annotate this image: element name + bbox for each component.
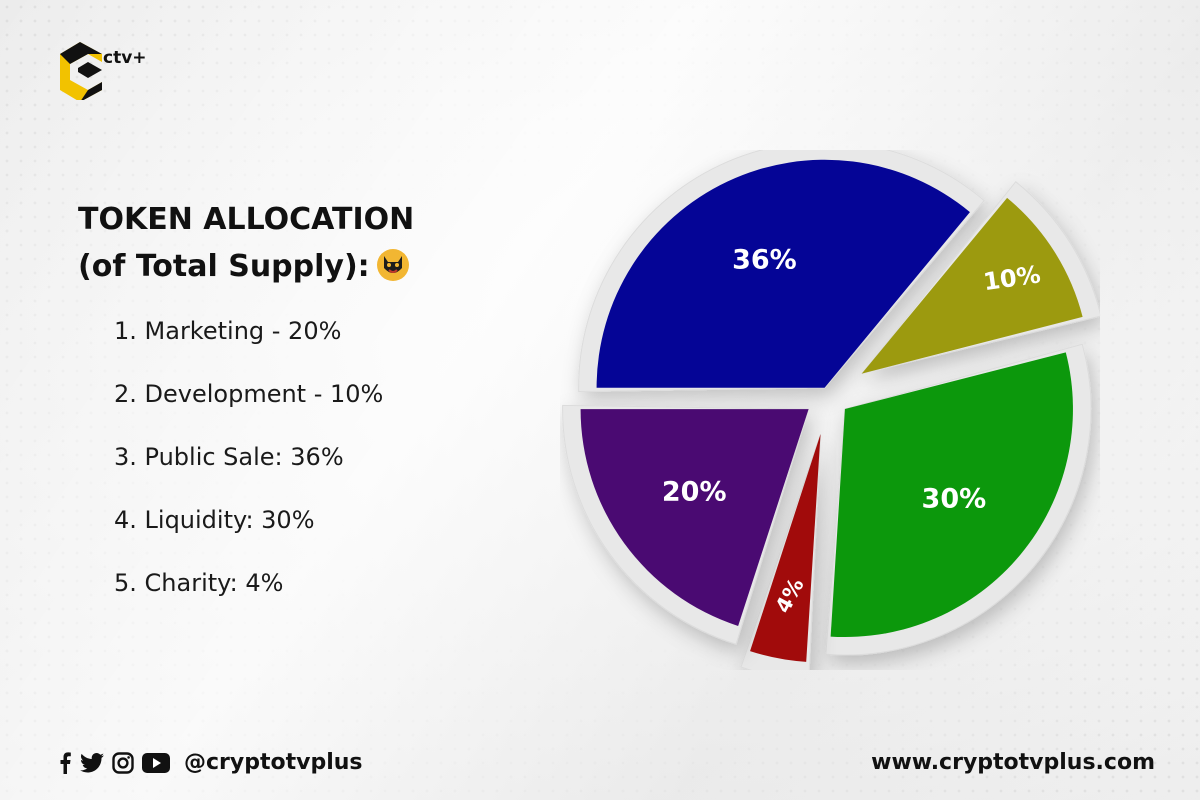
website-link[interactable]: www.cryptotvplus.com: [871, 750, 1155, 775]
pie-slice: [596, 159, 970, 388]
title-line-2: (of Total Supply):: [78, 243, 414, 290]
list-item: 4. Liquidity: 30%: [114, 506, 315, 534]
title-line-1: TOKEN ALLOCATION: [78, 202, 415, 237]
instagram-icon[interactable]: [112, 751, 134, 774]
allocation-pie-chart: 36%10%30%4%20%: [562, 150, 1100, 670]
panther-icon: [376, 249, 409, 281]
allocation-list: 1. Marketing - 20% 2. Development - 10% …: [114, 312, 383, 627]
list-item: 2. Development - 10%: [114, 380, 384, 408]
pie-slice-label: 36%: [732, 244, 797, 275]
pie-slice: [861, 197, 1083, 374]
list-item: 5. Charity: 4%: [114, 569, 284, 597]
pie-slice: [580, 409, 809, 626]
pie-slice: [830, 352, 1073, 638]
page-title: TOKEN ALLOCATION (of Total Supply):: [78, 196, 414, 290]
pie-slice: [750, 434, 821, 662]
pie-slice-label: 20%: [662, 477, 727, 508]
pie-slice-label: 30%: [922, 484, 987, 515]
list-item: 1. Marketing - 20%: [114, 317, 342, 345]
brand-logo-icon: [60, 42, 102, 100]
youtube-icon[interactable]: [142, 752, 170, 773]
social-handle[interactable]: @cryptotvplus: [184, 750, 363, 775]
list-item: 3. Public Sale: 36%: [114, 443, 344, 471]
brand-logo-text: ctv+: [103, 48, 147, 68]
social-bar: @cryptotvplus: [58, 750, 363, 775]
facebook-icon[interactable]: [58, 751, 72, 774]
twitter-icon[interactable]: [80, 752, 104, 773]
